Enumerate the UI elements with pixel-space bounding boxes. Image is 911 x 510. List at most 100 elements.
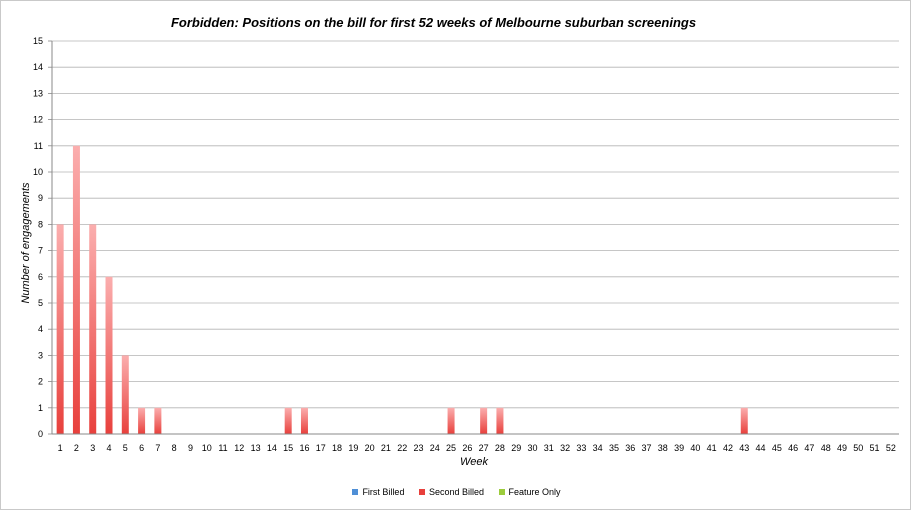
x-tick-label: 38 xyxy=(658,443,668,453)
x-tick-label: 12 xyxy=(234,443,244,453)
x-tick-label: 10 xyxy=(202,443,212,453)
x-tick-label: 52 xyxy=(886,443,896,453)
x-tick-label: 28 xyxy=(495,443,505,453)
x-tick-label: 47 xyxy=(804,443,814,453)
bar-second-billed xyxy=(447,407,455,434)
y-tick-label: 0 xyxy=(38,429,43,439)
x-tick-label: 26 xyxy=(462,443,472,453)
y-tick-label: 8 xyxy=(38,219,43,229)
x-tick-label: 51 xyxy=(870,443,880,453)
bar-second-billed xyxy=(740,407,748,434)
gridlines xyxy=(48,40,899,435)
x-tick-label: 18 xyxy=(332,443,342,453)
x-tick-label: 4 xyxy=(107,443,112,453)
bar-second-billed xyxy=(56,224,64,434)
x-tick-label: 48 xyxy=(821,443,831,453)
y-tick-label: 10 xyxy=(33,167,43,177)
x-tick-label: 15 xyxy=(283,443,293,453)
bar-second-billed xyxy=(138,407,146,434)
x-tick-label: 11 xyxy=(218,443,227,453)
chart-title: Forbidden: Positions on the bill for fir… xyxy=(170,15,697,30)
x-tick-label: 1 xyxy=(58,443,63,453)
x-tick-label: 17 xyxy=(316,443,326,453)
x-tick-label: 46 xyxy=(788,443,798,453)
x-tick-label: 39 xyxy=(674,443,684,453)
x-tick-label: 9 xyxy=(188,443,193,453)
x-tick-label: 50 xyxy=(853,443,863,453)
x-tick-label: 7 xyxy=(155,443,160,453)
x-tick-label: 20 xyxy=(365,443,375,453)
x-tick-label: 6 xyxy=(139,443,144,453)
y-tick-label: 3 xyxy=(38,350,43,360)
x-tick-label: 45 xyxy=(772,443,782,453)
x-tick-label: 30 xyxy=(528,443,538,453)
y-axis-title: Number of engagements xyxy=(20,182,32,304)
x-tick-label: 14 xyxy=(267,443,277,453)
bar-second-billed xyxy=(89,224,97,434)
legend-label-second-billed: Second Billed xyxy=(428,487,485,497)
x-tick-label: 2 xyxy=(74,443,79,453)
y-tick-label: 9 xyxy=(38,193,43,203)
legend-label-feature-only: Feature Only xyxy=(508,487,561,497)
x-tick-label: 35 xyxy=(609,443,619,453)
x-tick-label: 34 xyxy=(593,443,603,453)
x-tick-label: 3 xyxy=(90,443,95,453)
bars xyxy=(56,145,748,435)
x-tick-label: 5 xyxy=(123,443,128,453)
x-axis-title: Week xyxy=(460,456,488,468)
x-tick-label: 42 xyxy=(723,443,733,453)
y-tick-label: 12 xyxy=(33,115,43,125)
x-tick-label: 27 xyxy=(479,443,489,453)
y-tick-label: 5 xyxy=(38,298,43,308)
x-tick-label: 19 xyxy=(348,443,358,453)
y-tick-label: 7 xyxy=(38,246,43,256)
y-tick-label: 2 xyxy=(38,377,43,387)
bar-second-billed xyxy=(300,407,308,434)
y-tick-label: 11 xyxy=(34,141,43,151)
x-tick-label: 43 xyxy=(739,443,749,453)
y-tick-label: 13 xyxy=(33,88,43,98)
bar-second-billed xyxy=(284,407,292,434)
x-tick-label: 49 xyxy=(837,443,847,453)
y-tick-label: 1 xyxy=(38,403,43,413)
x-tick-label: 44 xyxy=(756,443,766,453)
y-tick-label: 4 xyxy=(38,324,43,334)
x-tick-label: 22 xyxy=(397,443,407,453)
legend-swatch-second-billed xyxy=(418,488,425,495)
bar-second-billed xyxy=(480,407,488,434)
x-tick-label: 36 xyxy=(625,443,635,453)
x-tick-label: 24 xyxy=(430,443,440,453)
x-tick-label: 23 xyxy=(413,443,423,453)
legend-swatch-first-billed xyxy=(352,488,359,495)
legend-item-feature-only: Feature Only xyxy=(498,487,561,497)
bar-second-billed xyxy=(105,276,113,434)
y-tick-label: 15 xyxy=(33,36,43,46)
legend: First Billed Second Billed Feature Only xyxy=(1,487,911,497)
x-tick-label: 37 xyxy=(642,443,652,453)
x-tick-labels: 1 2 3 4 5 6 7 8 9 10 11 12 13 14 15 16 17 18 19 20 21 22 23 24 2… xyxy=(58,443,896,453)
legend-item-first-billed: First Billed xyxy=(352,487,404,497)
x-tick-label: 21 xyxy=(381,443,391,453)
bar-second-billed xyxy=(72,145,80,435)
y-tick-label: 14 xyxy=(33,62,43,72)
x-tick-label: 13 xyxy=(251,443,261,453)
x-tick-label: 40 xyxy=(690,443,700,453)
legend-swatch-feature-only xyxy=(498,488,505,495)
x-tick-label: 29 xyxy=(511,443,521,453)
x-tick-label: 33 xyxy=(576,443,586,453)
x-tick-label: 25 xyxy=(446,443,456,453)
x-tick-label: 31 xyxy=(544,443,554,453)
x-tick-label: 32 xyxy=(560,443,570,453)
bar-second-billed xyxy=(496,407,504,434)
legend-label-first-billed: First Billed xyxy=(362,487,405,497)
legend-item-second-billed: Second Billed xyxy=(418,487,485,497)
x-tick-label: 16 xyxy=(299,443,309,453)
bar-second-billed xyxy=(121,355,129,434)
x-tick-label: 8 xyxy=(172,443,177,453)
axes xyxy=(51,41,899,435)
x-tick-label: 41 xyxy=(707,443,717,453)
bar-second-billed xyxy=(154,407,162,434)
